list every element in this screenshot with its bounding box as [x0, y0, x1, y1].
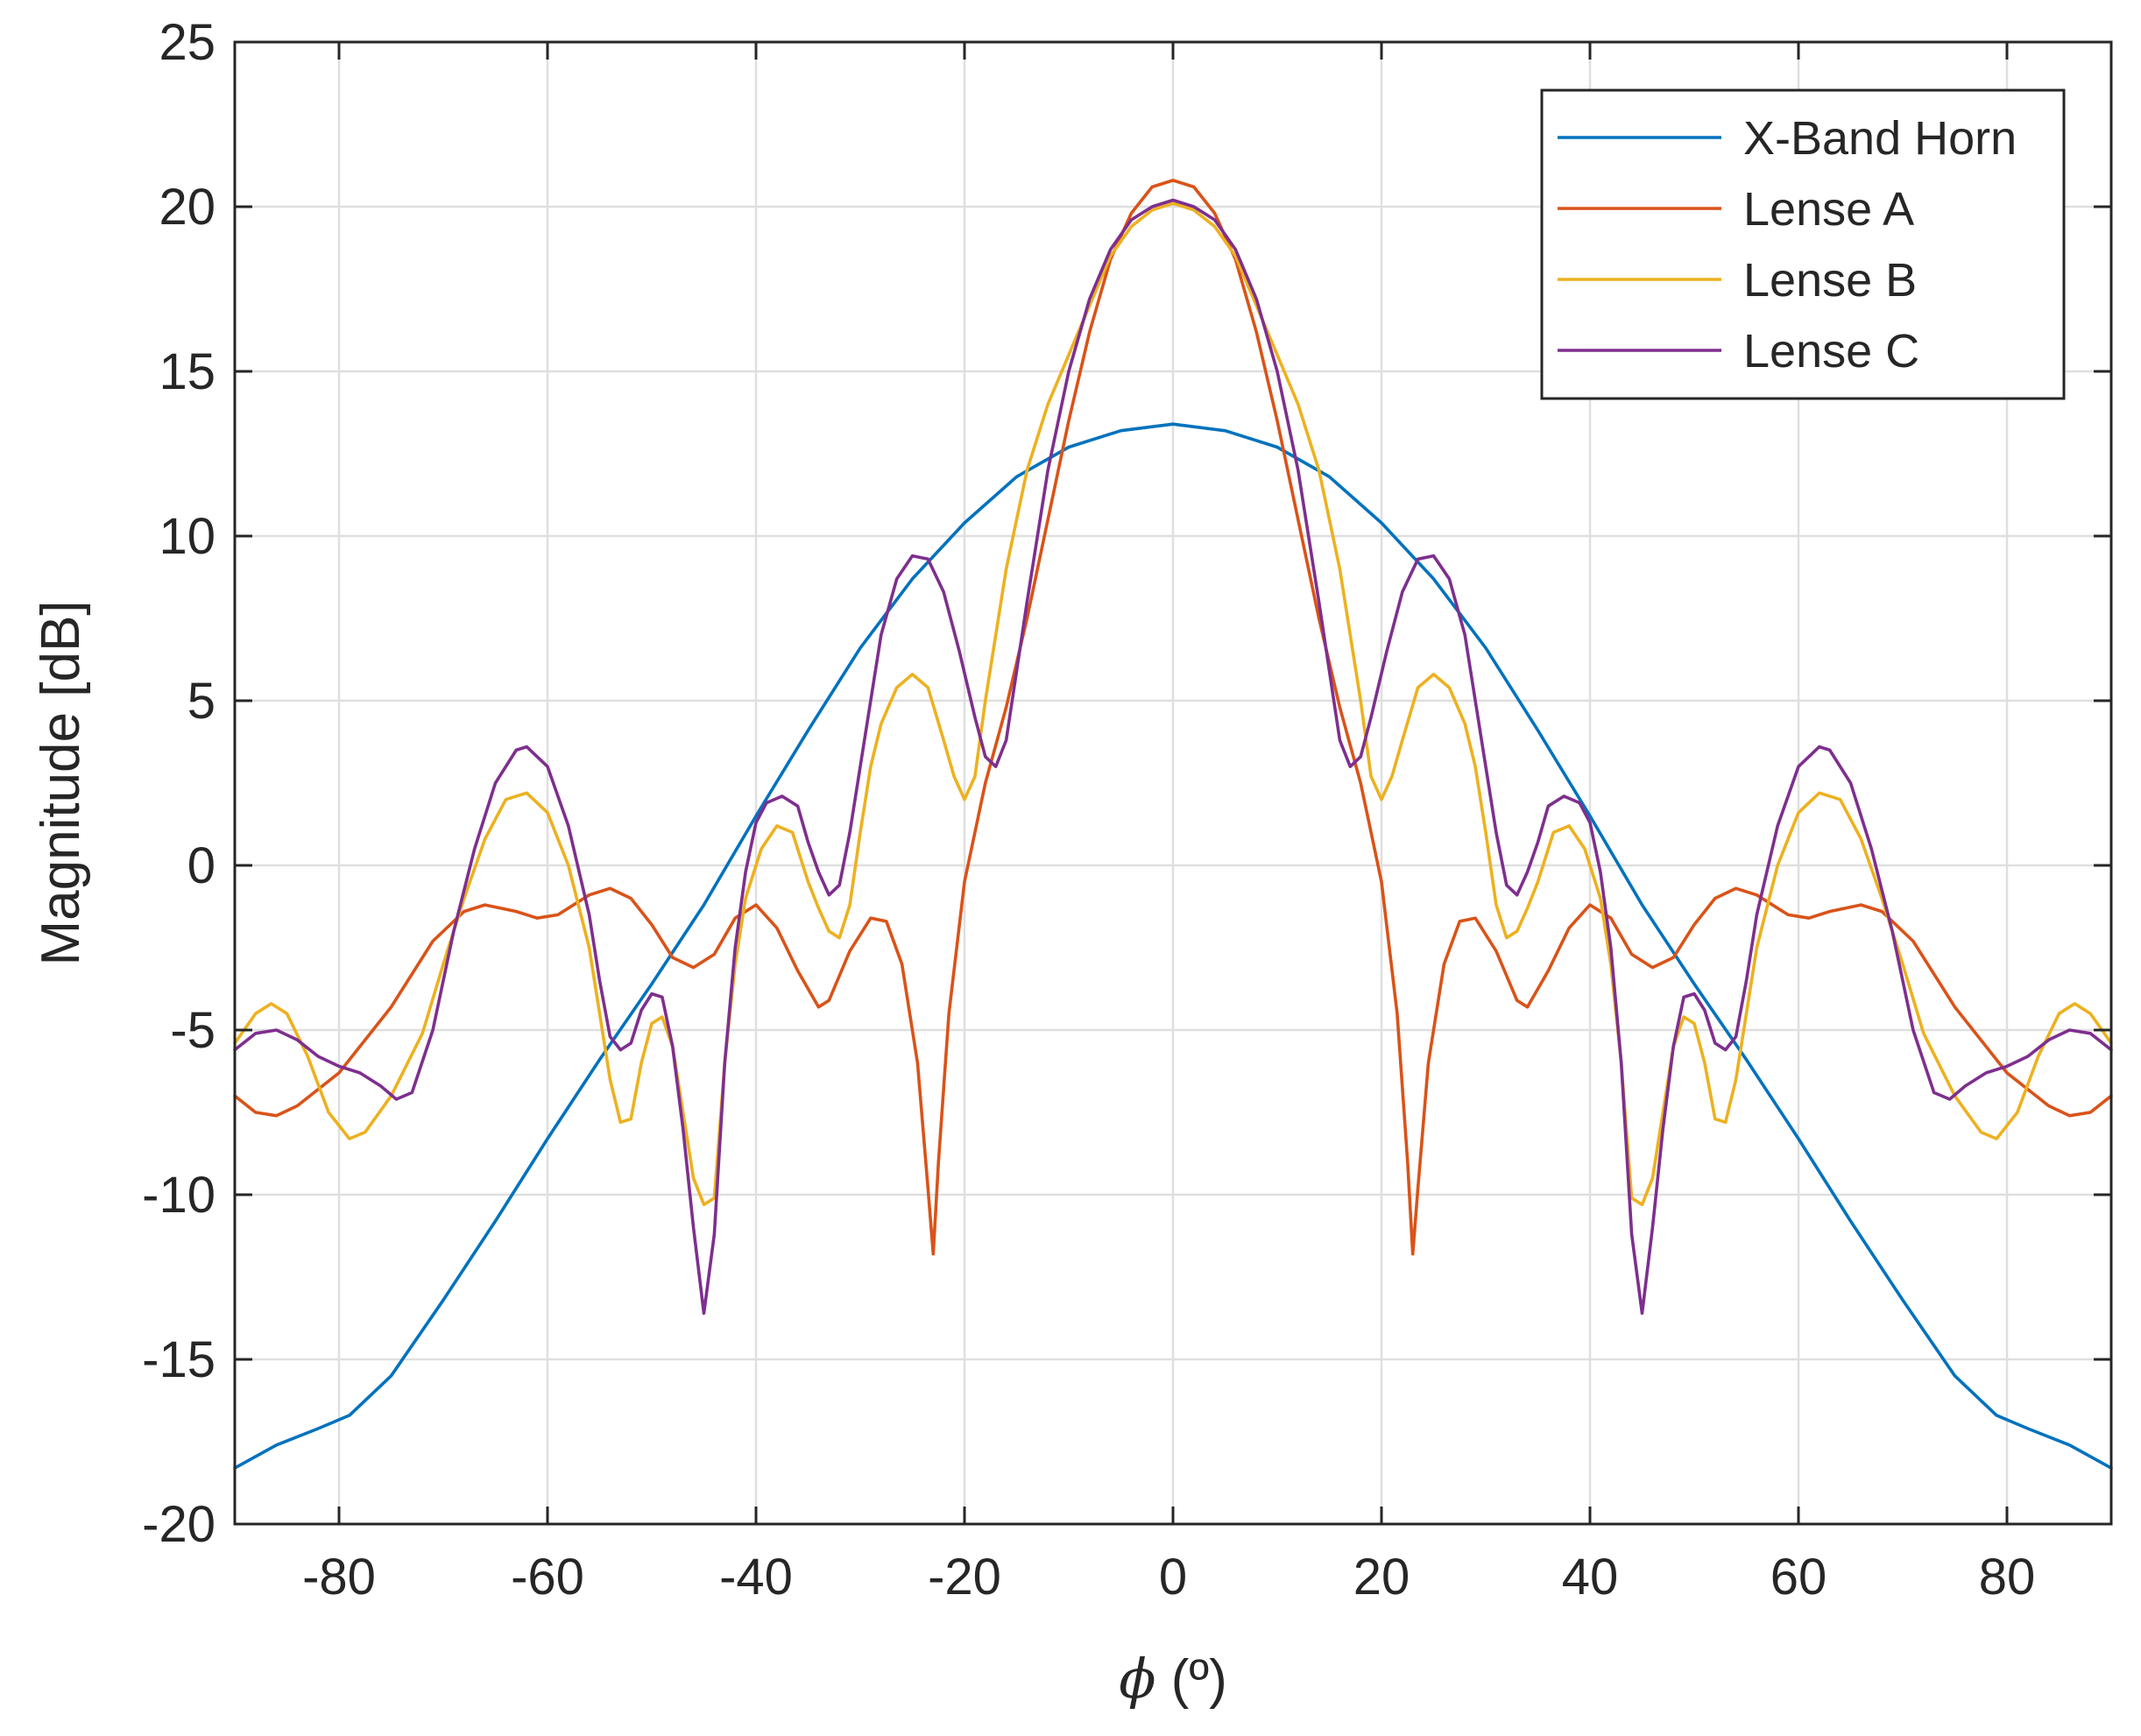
tick-labels: -80 -60 -40 -20 0 20 40 60 80 -20 -15 -10 -5 0 5 10 15 20…	[142, 14, 2035, 1605]
legend-label: X-Band Horn	[1743, 112, 2017, 165]
y-axis-label: Magnitude [dB]	[31, 600, 91, 965]
x-tick-label: 40	[1562, 1549, 1619, 1605]
legend: X-Band Horn Lense A Lense B Lense C	[1540, 88, 2066, 400]
x-tick-label: -80	[302, 1549, 376, 1605]
x-tick-label: 80	[1979, 1549, 2036, 1605]
series-line-x-band-horn	[233, 422, 2113, 1470]
axis-ticks	[235, 40, 2111, 1526]
x-tick-label: -40	[719, 1549, 793, 1605]
y-tick-label: -5	[170, 1002, 216, 1059]
series-lines	[233, 179, 2113, 1470]
series-line-lense-c	[233, 198, 2113, 1316]
y-tick-label: 15	[159, 343, 216, 400]
y-tick-label: 25	[159, 14, 216, 71]
legend-label: Lense C	[1743, 325, 1919, 378]
y-tick-label: 10	[159, 508, 216, 565]
y-tick-label: 0	[187, 837, 216, 894]
series-line-lense-b	[233, 201, 2113, 1207]
x-tick-label: -60	[511, 1549, 584, 1605]
y-tick-label: -20	[142, 1496, 216, 1553]
y-tick-label: 5	[187, 673, 216, 730]
legend-label: Lense A	[1743, 183, 1914, 236]
x-tick-label: 60	[1770, 1549, 1827, 1605]
x-axis-symbol: ϕ	[1119, 1647, 1155, 1711]
legend-label: Lense B	[1743, 254, 1917, 307]
series-line-lense-a	[233, 179, 2113, 1256]
x-tick-label: -20	[928, 1549, 1001, 1605]
x-axis-label: ϕ (º)	[1119, 1647, 1226, 1711]
legend-box	[1540, 88, 2066, 400]
x-tick-label: 20	[1353, 1549, 1410, 1605]
y-tick-label: -15	[142, 1331, 216, 1388]
x-axis-unit: (º)	[1171, 1649, 1227, 1710]
y-tick-label: 20	[159, 179, 216, 236]
y-tick-label: -10	[142, 1167, 216, 1224]
x-tick-label: 0	[1159, 1549, 1187, 1605]
